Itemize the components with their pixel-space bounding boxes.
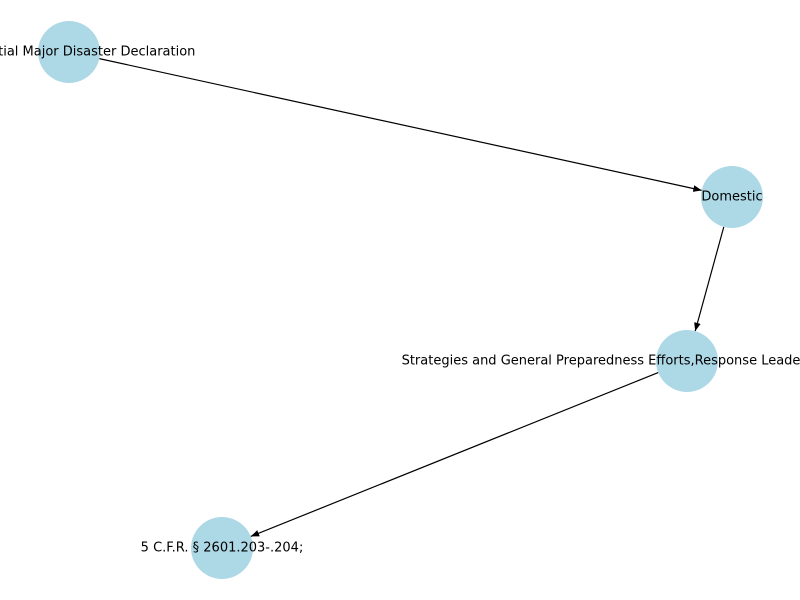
edge-n1-n2	[99, 58, 702, 192]
nodes-layer	[38, 21, 763, 579]
labels-layer: Presidential Major Disaster Declaration …	[0, 45, 800, 556]
node-circle-cfr	[191, 517, 253, 579]
edge-n2-n3	[694, 226, 725, 332]
node-label-strategies: Strategies and General Preparedness Effo…	[402, 354, 800, 369]
node-label-domestic: Domestic	[701, 190, 762, 205]
node-circle-domestic	[701, 166, 763, 228]
edges-layer	[99, 58, 725, 537]
node-circle-strategies	[656, 330, 718, 392]
node-label-cfr: 5 C.F.R. § 2601.203-.204;	[141, 541, 304, 556]
edge-n3-n4	[250, 372, 659, 537]
node-circle-presidential-declaration	[38, 21, 100, 83]
node-label-presidential-declaration: Presidential Major Disaster Declaration	[0, 45, 195, 60]
